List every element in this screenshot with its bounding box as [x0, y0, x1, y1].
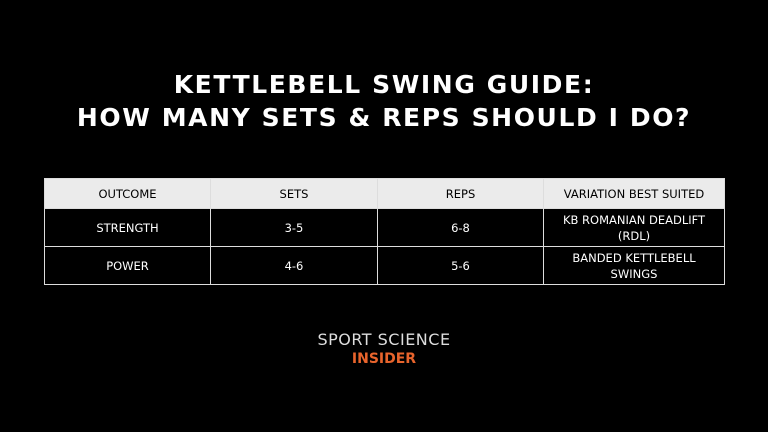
column-header: REPS: [377, 178, 544, 209]
brand-line: SPORT SCIENCE: [317, 330, 451, 349]
title-line: HOW MANY SETS & REPS SHOULD I DO?: [76, 103, 692, 132]
column-header: VARIATION BEST SUITED: [543, 178, 725, 209]
table-cell: KB ROMANIAN DEADLIFT (RDL): [543, 208, 725, 247]
column-header: OUTCOME: [44, 178, 211, 209]
table-cell: POWER: [44, 246, 211, 285]
table-cell: 4-6: [210, 246, 378, 285]
header-row: OUTCOME SETS REPS VARIATION BEST SUITED: [44, 178, 725, 209]
table: OUTCOME SETS REPS VARIATION BEST SUITED STR…: [44, 178, 725, 285]
table-row: POWER 4-6 5-6 BANDED KETTLEBELL SWINGS: [44, 246, 725, 285]
table-row: STRENGTH 3-5 6-8 KB ROMANIAN DEADLIFT (RDL): [44, 208, 725, 247]
title-line: KETTLEBELL SWING GUIDE:: [173, 70, 595, 99]
table-cell: 3-5: [210, 208, 378, 247]
table-cell: STRENGTH: [44, 208, 211, 247]
table-cell: 5-6: [377, 246, 544, 285]
column-header: SETS: [210, 178, 378, 209]
table-cell: 6-8: [377, 208, 544, 247]
table-cell: BANDED KETTLEBELL SWINGS: [543, 246, 725, 285]
brand: SPORT SCIENCE INSIDER: [0, 330, 768, 367]
table-body: STRENGTH 3-5 6-8 KB ROMANIAN DEADLIFT (RDL)…: [44, 208, 725, 285]
title: KETTLEBELL SWING GUIDE: HOW MANY SETS & …: [0, 68, 768, 134]
brand-line: INSIDER: [351, 351, 417, 367]
